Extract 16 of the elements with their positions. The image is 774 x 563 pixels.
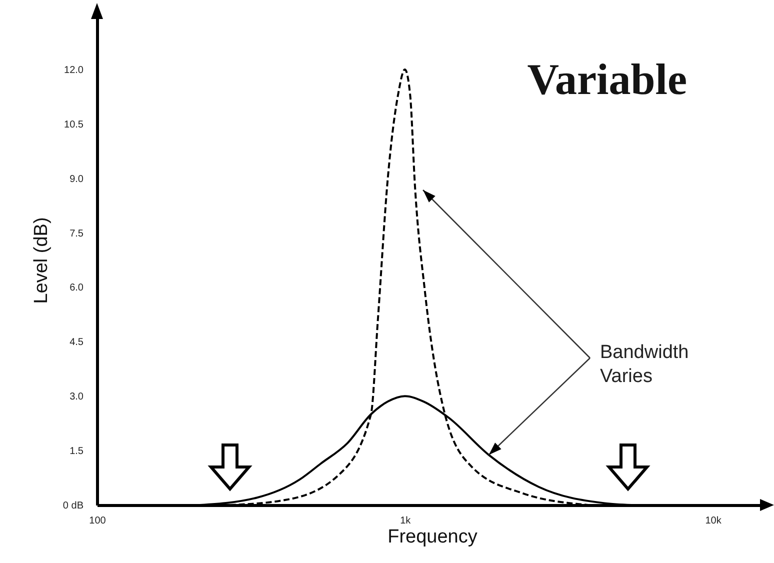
y-tick-label: 3.0 bbox=[70, 392, 84, 403]
x-tick-label: 1k bbox=[400, 516, 412, 526]
x-tick-label: 100 bbox=[89, 516, 106, 526]
y-tick-label: 1.5 bbox=[70, 446, 84, 458]
y-tick-label: 6.0 bbox=[70, 282, 84, 294]
y-axis-title: Level (dB) bbox=[30, 217, 52, 304]
x-axis-title: Frequency bbox=[388, 526, 478, 548]
y-tick-label: 7.5 bbox=[70, 228, 84, 240]
annotation: Bandwidth Varies bbox=[600, 342, 689, 387]
y-tick-label: 10.5 bbox=[64, 119, 84, 130]
y-tick-label: 9.0 bbox=[70, 174, 84, 185]
y-tick-label: 0 dB bbox=[62, 500, 84, 512]
text: Variable bbox=[527, 55, 687, 104]
y-tick-label: 4.5 bbox=[70, 337, 84, 348]
x-tick-label: 10k bbox=[705, 516, 722, 526]
y-tick-label: 12.0 bbox=[64, 64, 84, 76]
